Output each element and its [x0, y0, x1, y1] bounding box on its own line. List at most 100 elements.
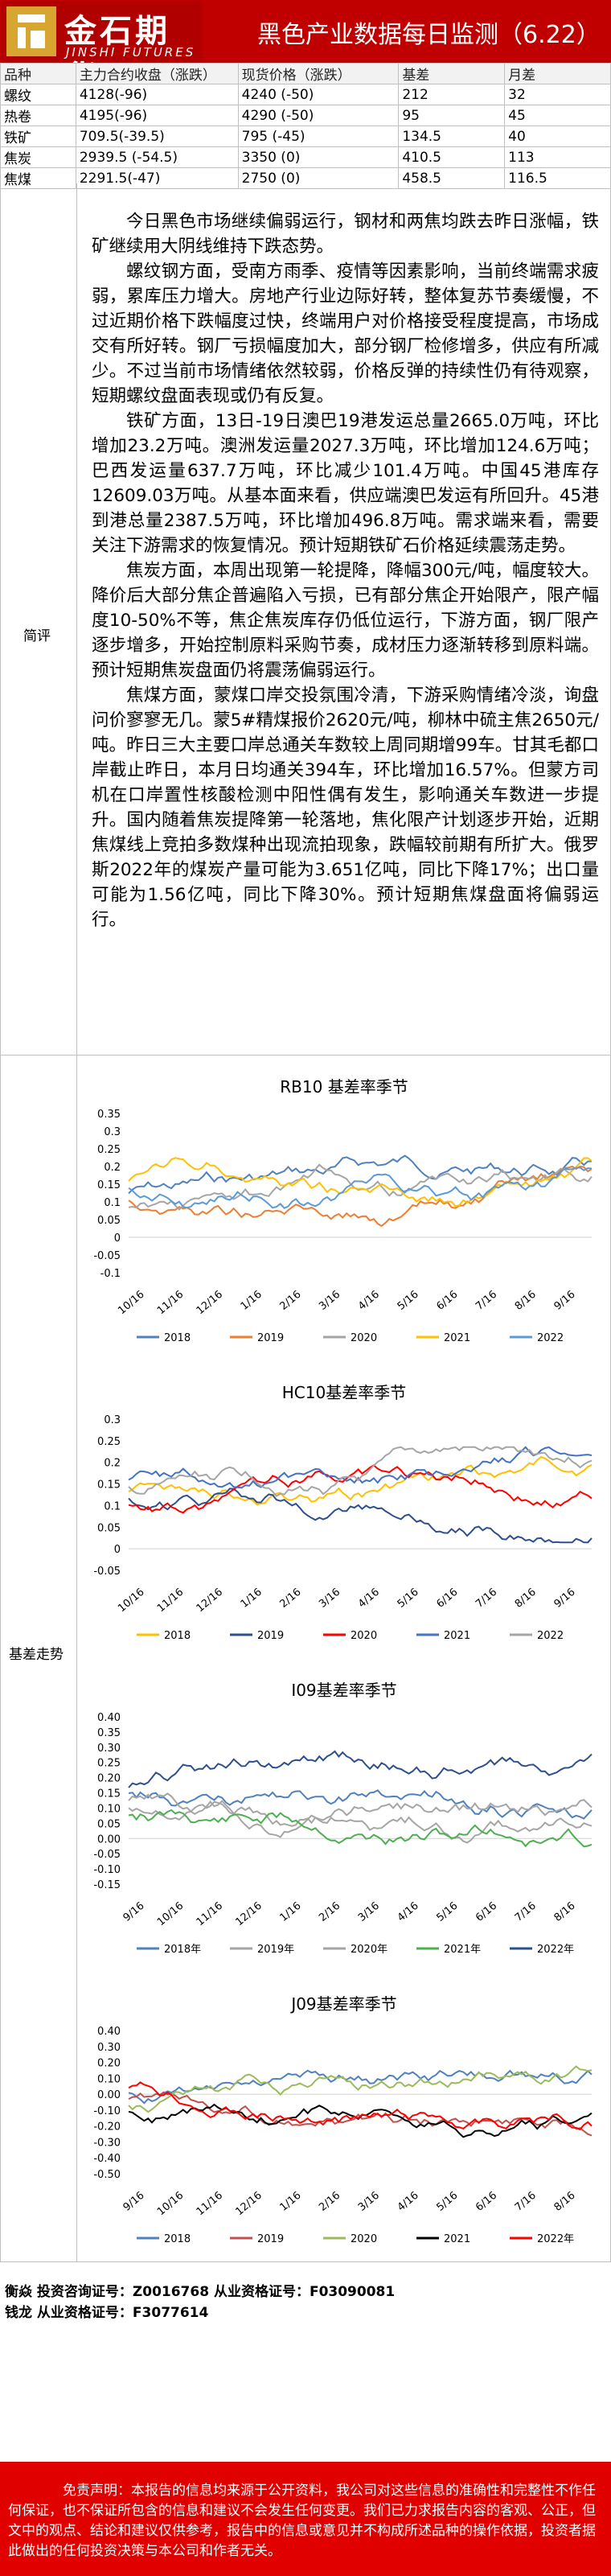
x-tick-label: 7/16: [474, 1289, 499, 1313]
y-tick-label: -0.20: [93, 2121, 121, 2134]
comment-paragraph: 今日黑色市场继续偏弱运行，钢材和两焦均跌去昨日涨幅，铁矿继续用大阴线维持下跌态势…: [92, 212, 599, 257]
contact-info: 衡焱 投资咨询证号：Z0016768 从业资格证号：F03090081 钱龙 从…: [0, 2262, 611, 2471]
y-tick-label: 0: [114, 1232, 121, 1245]
comment-label: 简评: [23, 628, 51, 644]
analyst-line-2: 钱龙 从业资格证号：F3077614: [5, 2305, 209, 2321]
legend-label: 2020: [351, 1332, 377, 1344]
table-cell: 焦炭: [0, 146, 76, 168]
table-cell: 113: [504, 146, 611, 168]
analyst-line-1: 衡焱 投资咨询证号：Z0016768 从业资格证号：F03090081: [5, 2284, 396, 2300]
x-tick-label: 8/16: [552, 1900, 578, 1924]
table-cell: 焦煤: [0, 167, 76, 189]
y-tick-label: 0.35: [97, 1109, 121, 1121]
x-tick-label: 4/16: [356, 1289, 382, 1313]
legend-label: 2022年: [537, 2233, 574, 2245]
legend-label: 2019: [257, 2233, 284, 2245]
x-tick-label: 11/16: [195, 2190, 225, 2219]
x-tick-label: 9/16: [552, 1289, 578, 1313]
chart-title: I09基差率季节: [291, 1681, 396, 1700]
table-header: 月差: [504, 63, 611, 84]
logo-english-name: JINSHI FUTURES: [66, 45, 196, 60]
company-logo: 金石期货 JINSHI FUTURES: [2, 2, 203, 97]
comment-paragraph: 铁矿方面，13日-19日澳巴19港发运总量2665.0万吨，环比增加23.2万吨…: [92, 411, 599, 556]
table-cell: 4290 (-50): [237, 105, 400, 126]
comment-paragraph: 焦煤方面，蒙煤口岸交投氛围冷清，下游采购情绪冷淡，询盘问价寥寥无几。蒙5#精煤报…: [92, 685, 599, 930]
y-tick-label: -0.05: [93, 1250, 121, 1262]
basis-charts: RB10 基差率季节 0.35 0.3 0.25 0.2 0.15 0.1 0.05 0 -0.0…: [77, 1056, 611, 2262]
y-tick-label: 0.15: [97, 1179, 121, 1191]
x-tick-label: 10/16: [116, 1289, 146, 1318]
x-tick-label: 7/16: [513, 1900, 539, 1924]
x-tick-label: 7/16: [513, 2190, 539, 2214]
chart-title: J09基差率季节: [289, 1994, 396, 2014]
legend-label: 2018: [164, 1630, 191, 1642]
legend-label: 2021: [444, 1332, 470, 1344]
series-line: [128, 1750, 593, 1788]
legend-label: 2018: [164, 2233, 191, 2245]
y-tick-label: -0.30: [93, 2137, 121, 2149]
table-cell: 4195(-96): [75, 105, 239, 126]
y-tick-label: -0.05: [93, 1566, 121, 1578]
disclaimer: 免责声明：本报告的信息均来源于公开资料，我公司对这些信息的准确性和完整性不作任何…: [0, 2462, 611, 2576]
series-line: [128, 2065, 593, 2113]
x-tick-label: 8/16: [513, 1586, 539, 1611]
x-tick-label: 12/16: [233, 2190, 264, 2219]
legend-label: 2020: [351, 1630, 377, 1642]
table-row: 铁矿 709.5(-39.5) 795 (-45) 134.5 40: [0, 126, 611, 147]
x-tick-label: 6/16: [434, 1289, 460, 1313]
basis-chart-2: I09基差率季节 0.40 0.35 0.30 0.25 0.20 0.15 0.10 0.05…: [93, 1681, 593, 1956]
x-tick-label: 8/16: [552, 2190, 578, 2214]
x-tick-label: 3/16: [356, 2190, 382, 2214]
series-line: [128, 2069, 593, 2105]
x-tick-label: 8/16: [513, 1289, 539, 1313]
y-tick-label: 0.05: [97, 1522, 121, 1534]
y-tick-label: 0.2: [104, 1162, 121, 1174]
basis-chart-3: J09基差率季节 0.40 0.30 0.20 0.10 0.00 -0.10 -0.20 -0…: [93, 1994, 593, 2245]
report-header: 金石期货 JINSHI FUTURES 黑色产业数据每日监测（6.22）: [0, 0, 611, 97]
table-row: 焦炭 2939.5 (-54.5) 3350 (0) 410.5 113: [0, 146, 611, 168]
y-tick-label: 0.25: [97, 1144, 121, 1156]
x-tick-label: 2/16: [277, 1586, 303, 1611]
table-header: 品种: [0, 63, 76, 84]
x-tick-label: 5/16: [396, 1586, 421, 1611]
comment-paragraph: 螺纹钢方面，受南方雨季、疫情等因素影响，当前终端需求疲弱，累库压力增大。房地产行…: [92, 261, 599, 406]
legend-label: 2021: [444, 2233, 470, 2245]
legend-label: 2022: [537, 1332, 564, 1344]
basis-chart-0: RB10 基差率季节 0.35 0.3 0.25 0.2 0.15 0.1 0.05 0 -0.0…: [93, 1077, 593, 1344]
x-tick-label: 6/16: [474, 2190, 499, 2214]
legend-label: 2018: [164, 1332, 191, 1344]
legend-label: 2018年: [164, 1944, 201, 1956]
comment-label-cell: 简评: [0, 183, 77, 1056]
legend-label: 2019: [257, 1630, 284, 1642]
y-tick-label: 0.20: [97, 1773, 121, 1785]
basis-label-cell: 基差走势: [0, 1056, 77, 2262]
y-tick-label: 0.00: [97, 2089, 121, 2101]
y-tick-label: -0.1: [100, 1268, 121, 1280]
y-tick-label: 0.30: [97, 1743, 121, 1755]
series-line: [128, 1464, 593, 1514]
y-tick-label: 0.20: [97, 2058, 121, 2070]
y-tick-label: 0.10: [97, 2073, 121, 2085]
x-tick-label: 4/16: [396, 2190, 421, 2214]
x-tick-label: 10/16: [116, 1586, 146, 1615]
series-line: [128, 1800, 593, 1844]
y-tick-label: 0.05: [97, 1818, 121, 1830]
table-header-row: 品种 主力合约收盘（涨跌） 现货价格（涨跌） 基差 月差: [0, 63, 611, 84]
table-cell: 2291.5(-47): [75, 167, 239, 189]
table-cell: 40: [504, 126, 611, 147]
legend-label: 2022: [537, 1630, 564, 1642]
table-cell: 212: [398, 84, 506, 105]
y-tick-label: 0.30: [97, 2042, 121, 2054]
x-tick-label: 5/16: [434, 1900, 460, 1924]
y-tick-label: -0.40: [93, 2153, 121, 2165]
y-tick-label: 0.35: [97, 1727, 121, 1739]
x-tick-label: 3/16: [317, 1586, 342, 1611]
series-line: [128, 1154, 593, 1195]
table-cell: 4240 (-50): [237, 84, 400, 105]
y-tick-label: 0.3: [104, 1414, 121, 1426]
legend-label: 2021年: [444, 1944, 481, 1956]
table-header: 现货价格（涨跌）: [237, 63, 400, 84]
table-cell: 3350 (0): [237, 146, 400, 168]
y-tick-label: -0.05: [93, 1849, 121, 1861]
series-line: [128, 1446, 593, 1497]
